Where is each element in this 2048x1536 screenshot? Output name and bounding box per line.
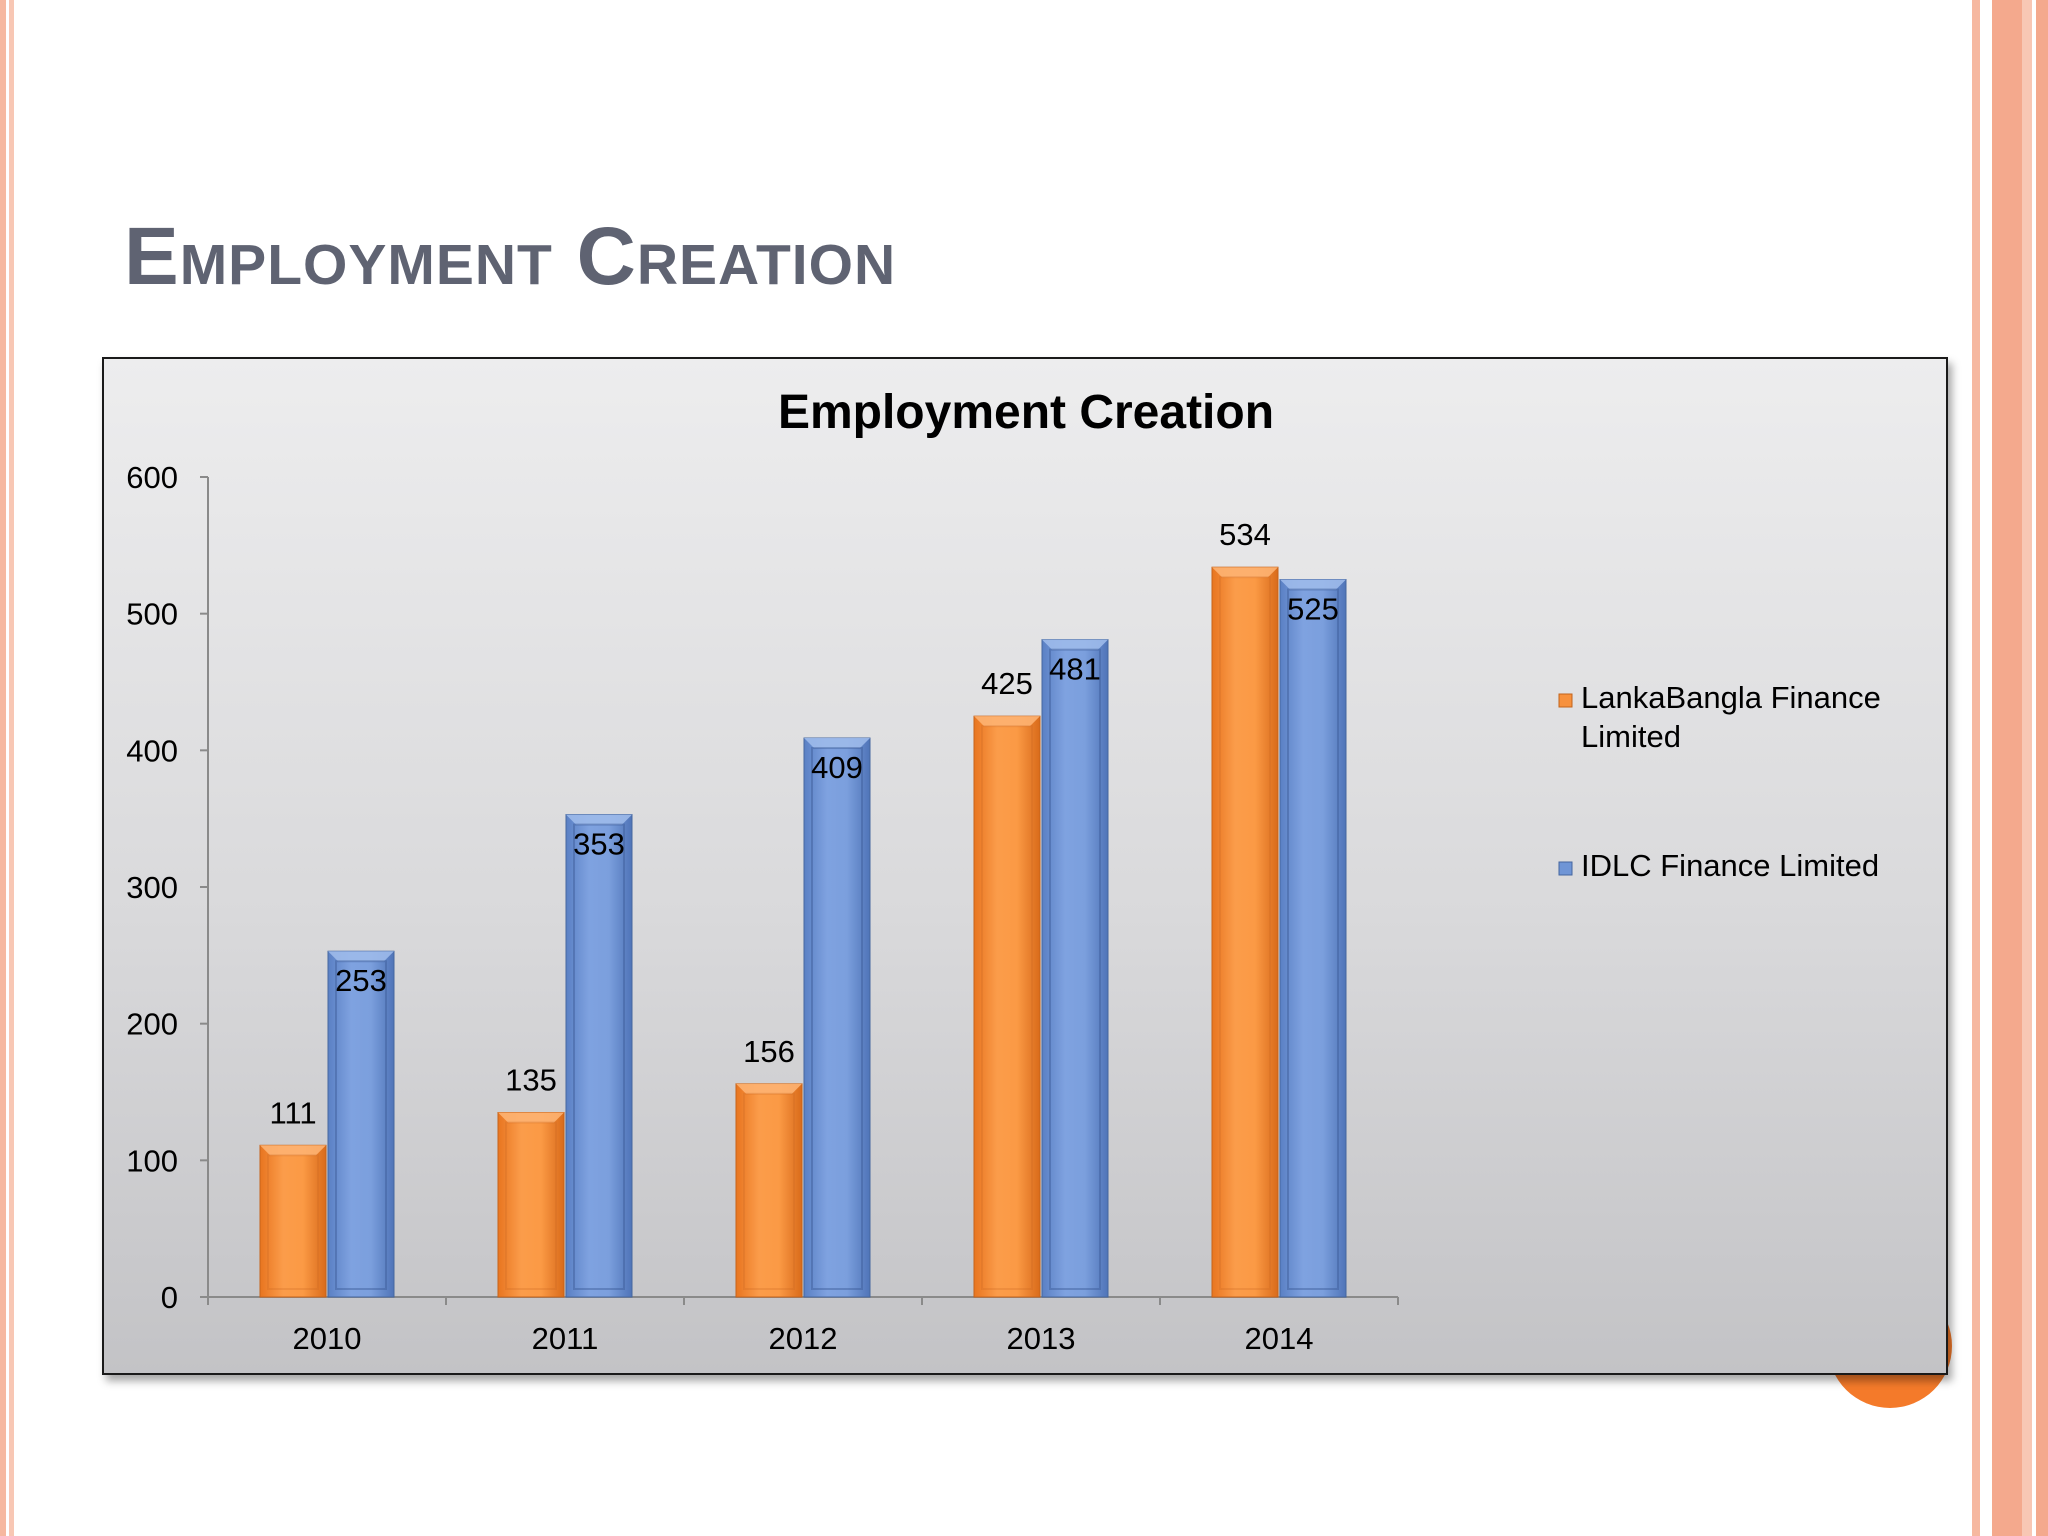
legend-label-lankabangla-line1: LankaBangla Finance [1581, 680, 1881, 715]
y-axis-ticks: 0 100 200 300 400 500 600 [126, 460, 208, 1315]
bar-inner-idlc [1287, 588, 1339, 1290]
data-label-idlc: 253 [335, 963, 387, 998]
bar-inner-idlc [811, 747, 863, 1290]
data-label-lankabangla: 534 [1219, 517, 1271, 552]
data-labels-group: 111 253 135 353 156 409 425 481 534 525 [269, 517, 1338, 1130]
bar-lankabangla [1211, 566, 1279, 1298]
bar-idlc [565, 814, 633, 1298]
bar-cap-idlc [1280, 579, 1346, 590]
chart-title: Employment Creation [778, 386, 1274, 439]
bar-inner-lankabangla [981, 725, 1033, 1290]
bar-inner-lankabangla [505, 1121, 557, 1290]
x-tick-label: 2010 [293, 1321, 362, 1356]
left-border-decoration [0, 0, 14, 1536]
bar-cap-idlc [328, 951, 394, 962]
bar-idlc [1279, 579, 1347, 1298]
legend-swatch-lankabangla [1558, 693, 1573, 708]
data-label-lankabangla: 135 [505, 1063, 557, 1098]
x-tick-label: 2013 [1007, 1321, 1076, 1356]
bar-inner-lankabangla [743, 1092, 795, 1290]
x-tick-label: 2012 [769, 1321, 838, 1356]
y-tick-label: 200 [126, 1007, 178, 1042]
bar-inner-lankabangla [267, 1154, 319, 1290]
y-tick-label: 600 [126, 460, 178, 495]
bar-cap-lankabangla [498, 1112, 564, 1123]
data-label-idlc: 525 [1287, 592, 1339, 627]
legend-swatch-idlc [1558, 861, 1573, 876]
bar-inner-idlc [335, 960, 387, 1290]
x-tick-label: 2011 [532, 1321, 599, 1356]
bar-chart: Employment Creation 0100200300400500600 … [126, 386, 1881, 1356]
bar-idlc [327, 950, 395, 1298]
slide-title: Employment Creation [124, 211, 897, 302]
bar-idlc [803, 737, 871, 1298]
bar-lankabangla [259, 1144, 327, 1298]
legend: LankaBangla Finance Limited IDLC Finance… [1558, 680, 1881, 883]
x-tick-label: 2014 [1245, 1321, 1314, 1356]
bar-lankabangla [735, 1083, 803, 1298]
data-label-lankabangla: 111 [269, 1095, 316, 1130]
bar-inner-lankabangla [1219, 576, 1271, 1290]
bars-group [259, 566, 1347, 1298]
right-border-decoration [1962, 0, 2048, 1536]
legend-label-lankabangla-line2: Limited [1581, 719, 1681, 754]
y-tick-label: 300 [126, 870, 178, 905]
bar-cap-lankabangla [736, 1083, 802, 1094]
bar-cap-lankabangla [974, 716, 1040, 727]
y-tick-label: 0 [161, 1280, 178, 1315]
bar-lankabangla [497, 1112, 565, 1298]
bar-inner-idlc [573, 823, 625, 1290]
bar-cap-lankabangla [1212, 567, 1278, 578]
bar-idlc [1041, 639, 1109, 1298]
x-axis-ticks: 2010 2011 2012 2013 2014 [207, 1297, 1399, 1356]
legend-label-idlc: IDLC Finance Limited [1581, 848, 1879, 883]
bar-inner-idlc [1049, 648, 1101, 1290]
data-label-lankabangla: 156 [743, 1034, 795, 1069]
bar-cap-idlc [804, 738, 870, 749]
data-label-idlc: 353 [573, 827, 625, 862]
bar-lankabangla [973, 715, 1041, 1298]
y-tick-label: 500 [126, 597, 178, 632]
bar-cap-idlc [1042, 639, 1108, 650]
bar-cap-idlc [566, 814, 632, 825]
data-label-lankabangla: 425 [981, 666, 1033, 701]
y-tick-label: 400 [126, 733, 178, 768]
y-tick-label: 100 [126, 1143, 178, 1178]
data-label-idlc: 409 [811, 750, 863, 785]
chart-frame: Employment Creation 0 100 200 300 400 500 600 … [102, 357, 1948, 1375]
data-label-idlc: 481 [1049, 652, 1101, 687]
bar-cap-lankabangla [260, 1145, 326, 1156]
